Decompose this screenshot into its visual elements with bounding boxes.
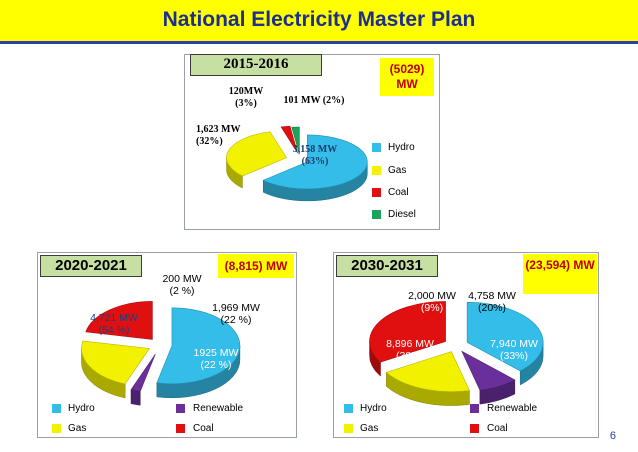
data-label-2030-renewable-mw: 2,000 MW — [408, 290, 456, 302]
data-label-2015-coal: 120MW (3%) — [226, 86, 266, 110]
legend-label-2020-renewable: Renewable — [193, 403, 244, 414]
data-label-2020-renewable-mw: 200 MW — [162, 273, 202, 285]
pie-slice-2020-hydro — [156, 307, 241, 385]
pie-slice-2015-coal — [280, 125, 298, 154]
legend-swatch-2030-renewable — [470, 404, 479, 413]
data-label-2015-coal-mw: 120MW — [228, 86, 264, 97]
total-2015: (5029) MW — [389, 62, 425, 91]
data-label-2020-renewable-pct: (2 %) — [169, 285, 195, 297]
legend-swatch-2030-gas — [344, 424, 353, 433]
legend-label-2030-coal: Coal — [487, 423, 508, 434]
data-label-2015-hydro-mw: 3,158 MW — [292, 144, 338, 155]
pie-slice-2020-renewable — [130, 354, 156, 392]
page-number: 6 — [609, 430, 616, 442]
pie-slice-2015-diesel — [291, 126, 300, 155]
pie-slice-2030-renewable — [461, 350, 516, 391]
legend-swatch-2015-gas — [372, 166, 381, 175]
legend-label-2020-coal: Coal — [193, 423, 214, 434]
legend-label-2015-diesel: Diesel — [388, 209, 416, 220]
pie-slice-2020-gas — [81, 340, 151, 385]
legend-label-2030-renewable: Renewable — [487, 403, 538, 414]
data-label-2030-hydro-pct: (38%) — [395, 350, 424, 362]
data-label-2020-hydro: 4,721 MW (54 %) — [82, 312, 146, 336]
data-label-2020-coal-mw: 1925 MW — [193, 347, 239, 359]
period-tag-2030: 2030-2031 — [336, 255, 438, 277]
title-bar — [0, 0, 638, 42]
title-underline — [0, 41, 638, 44]
data-label-2030-renewable: 2,000 MW (9%) — [400, 290, 464, 314]
slide-title: National Electricity Master Plan — [162, 8, 476, 31]
legend-label-2030-gas: Gas — [360, 423, 379, 434]
data-label-2030-hydro-mw: 8,896 MW — [386, 338, 434, 350]
data-label-2015-hydro: 3,158 MW (63%) — [283, 144, 347, 168]
legend-label-2015-coal: Coal — [388, 187, 409, 198]
pie-slice-2030-coal — [369, 301, 446, 363]
legend-swatch-2030-hydro — [344, 404, 353, 413]
data-label-2030-coal-mw: 7,940 MW — [490, 338, 538, 350]
legend-swatch-2020-hydro — [52, 404, 61, 413]
total-badge-2030: (23,594) MW — [523, 254, 597, 294]
total-2030: (23,594) MW — [525, 258, 595, 272]
data-label-2020-hydro-pct: (54 %) — [98, 324, 130, 336]
legend-swatch-2015-diesel — [372, 210, 381, 219]
pie-slice-2015-hydro — [262, 134, 368, 190]
pie-slice-2020-coal — [85, 301, 153, 340]
data-label-2020-gas: 1,969 MW (22 %) — [204, 302, 268, 326]
pie-slice-2015-gas — [226, 131, 287, 177]
pie-slice-2030-hydro — [466, 301, 544, 372]
legend-swatch-2020-gas — [52, 424, 61, 433]
legend-label-2030-hydro: Hydro — [360, 403, 387, 414]
data-label-2030-coal-pct: (33%) — [499, 350, 528, 362]
total-badge-2020: (8,815) MW — [218, 254, 294, 278]
total-badge-2015: (5029) MW — [380, 58, 434, 96]
period-tag-2015: 2015-2016 — [190, 54, 322, 76]
data-label-2020-renewable: 200 MW (2 %) — [154, 273, 210, 297]
data-label-2015-gas-mw: 1,623 MW — [196, 124, 241, 135]
legend-swatch-2015-hydro — [372, 143, 381, 152]
data-label-2030-gas: 4,758 MW (20%) — [460, 290, 524, 314]
legend-swatch-2020-coal — [176, 424, 185, 433]
data-label-2030-gas-mw: 4,758 MW — [468, 290, 516, 302]
data-label-2020-gas-mw: 1,969 MW — [212, 302, 260, 314]
data-label-2020-coal-pct: (22 %) — [200, 359, 232, 371]
period-tag-2020: 2020-2021 — [40, 255, 142, 277]
data-label-2030-gas-pct: (20%) — [477, 302, 506, 314]
data-label-2020-coal: 1925 MW (22 %) — [186, 347, 246, 371]
legend-swatch-2030-coal — [470, 424, 479, 433]
data-label-2015-coal-pct: (3%) — [235, 98, 257, 109]
legend-swatch-2015-coal — [372, 188, 381, 197]
legend-label-2020-gas: Gas — [68, 423, 87, 434]
legend-swatch-2020-renewable — [176, 404, 185, 413]
total-2020: (8,815) MW — [224, 259, 288, 273]
legend-label-2015-hydro: Hydro — [388, 142, 415, 153]
data-label-2020-hydro-mw: 4,721 MW — [90, 312, 138, 324]
pie-slice-2030-gas — [385, 351, 470, 392]
data-label-2015-gas: 1,623 MW (32%) — [196, 124, 256, 148]
chart-panel-2020 — [37, 252, 297, 438]
data-label-2015-hydro-pct: (63%) — [301, 156, 329, 167]
data-label-2015-diesel: 101 MW (2%) — [283, 95, 345, 106]
data-label-2030-renewable-pct: (9%) — [420, 302, 444, 314]
data-label-2030-hydro: 8,896 MW (38%) — [378, 338, 442, 362]
legend-label-2015-gas: Gas — [388, 165, 407, 176]
data-label-2030-coal: 7,940 MW (33%) — [482, 338, 546, 362]
legend-label-2020-hydro: Hydro — [68, 403, 95, 414]
data-label-2015-gas-pct: (32%) — [196, 136, 223, 147]
data-label-2020-gas-pct: (22 %) — [220, 314, 252, 326]
